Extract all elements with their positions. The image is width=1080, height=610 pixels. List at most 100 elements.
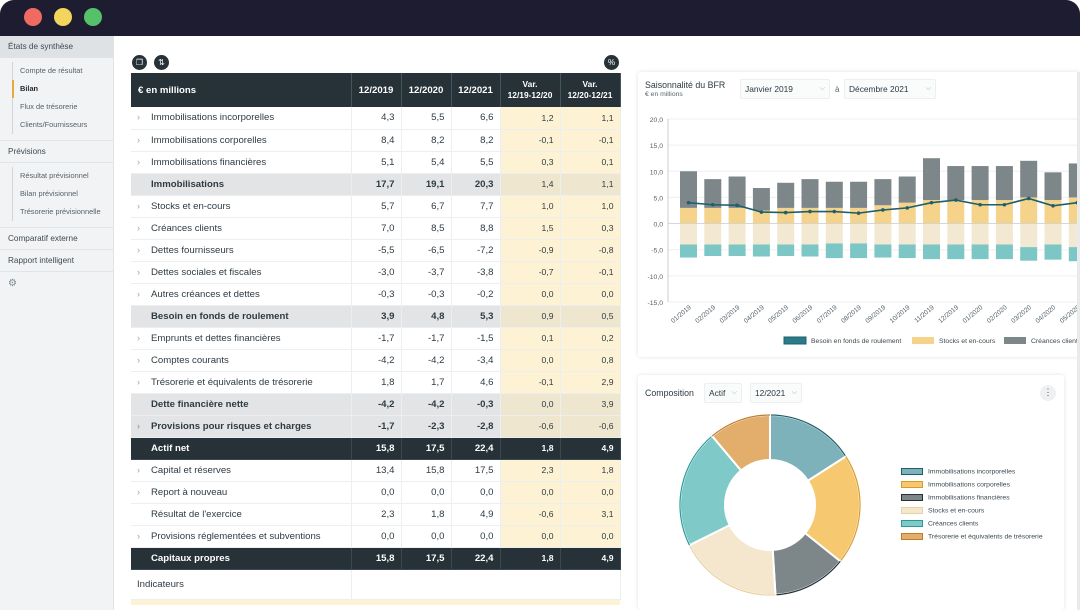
table-row[interactable]: › Créances clients 7,0 8,5 8,8 1,5 0,3 (131, 217, 621, 240)
minimize-window-button[interactable] (54, 8, 72, 26)
copy-icon[interactable]: ❐ (132, 55, 147, 70)
var-range: 12/20-12/21 (567, 90, 613, 100)
header-var-19-20[interactable]: Var. 12/19-12/20 (500, 73, 561, 107)
row-label-cell: Dette financière nette (131, 393, 352, 416)
sidebar-section-previsions[interactable]: Prévisions (0, 141, 113, 163)
legend-item[interactable]: Créances clients (901, 520, 978, 527)
composition-date-select[interactable]: 12/2021 ⌵ (750, 383, 802, 403)
balance-sheet-table: € en millions 12/2019 12/2020 12/2021 Va… (131, 73, 621, 605)
legend-item[interactable]: Immobilisations incorporelles (901, 468, 1015, 475)
settings-gear-icon[interactable]: ⚙ (8, 278, 17, 289)
legend-item[interactable]: Immobilisations corporelles (901, 481, 1010, 488)
table-row[interactable]: › Dettes fournisseurs -5,5 -6,5 -7,2 -0,9 -0,8 (131, 239, 621, 262)
value-cell: 0,0 (351, 525, 402, 548)
table-row[interactable]: › Trésorerie et équivalents de trésorerie… (131, 371, 621, 394)
table-row[interactable]: › Immobilisations incorporelles 4,3 5,5 6,6 1… (131, 107, 621, 130)
x-tick-label: 09/2019 (864, 304, 887, 325)
table-row[interactable]: › Stocks et en-cours 5,7 6,7 7,7 1,0 1,0 (131, 195, 621, 218)
table-row[interactable]: › Provisions réglementées et subventions 0… (131, 525, 621, 548)
chevron-right-icon[interactable]: › (137, 156, 140, 167)
chevron-right-icon[interactable]: › (137, 112, 140, 123)
header-var-20-21[interactable]: Var. 12/20-12/21 (560, 73, 621, 107)
bar-top (923, 158, 940, 201)
sidebar-item-tresorerie-previsionnelle[interactable]: Trésorerie prévisionnelle (12, 203, 113, 221)
sort-icon[interactable]: ⇅ (154, 55, 169, 70)
chevron-right-icon[interactable]: › (137, 288, 140, 299)
legend-label[interactable]: Créances clients (1031, 338, 1080, 345)
header-col-2021[interactable]: 12/2021 (451, 73, 501, 107)
close-window-button[interactable] (24, 8, 42, 26)
sidebar-section-comparatif-externe[interactable]: Comparatif externe (0, 228, 113, 250)
bfr-start-date-select[interactable]: Janvier 2019 ⌵ (740, 79, 830, 99)
value-cell: -1,7 (401, 327, 452, 350)
chevron-right-icon[interactable]: › (137, 222, 140, 233)
sidebar-item-flux-de-tresorerie[interactable]: Flux de trésorerie (12, 98, 113, 116)
percent-icon[interactable]: % (604, 55, 619, 70)
sidebar-section-rapport-intelligent[interactable]: Rapport intelligent (0, 250, 113, 272)
variation-cell: 1,5 (500, 217, 561, 240)
chevron-right-icon[interactable]: › (137, 134, 140, 145)
sidebar-item-clients-fournisseurs[interactable]: Clients/Fournisseurs (12, 116, 113, 134)
value-cell: 15,8 (351, 437, 402, 460)
sidebar-item-resultat-previsionnel[interactable]: Résultat prévisionnel (12, 167, 113, 185)
y-tick-label: 10,0 (650, 169, 663, 176)
variation-cell: 1,4 (500, 173, 561, 196)
value-cell: -3,4 (451, 349, 501, 372)
chevron-right-icon[interactable]: › (137, 486, 140, 497)
sidebar-item-bilan-previsionnel[interactable]: Bilan prévisionnel (12, 185, 113, 203)
table-row[interactable]: › Immobilisations corporelles 8,4 8,2 8,2 -0,… (131, 129, 621, 152)
table-row[interactable]: › Emprunts et dettes financières -1,7 -1,7-… (131, 327, 621, 350)
indicators-row[interactable]: Indicateurs (131, 569, 621, 600)
table-row[interactable]: › Provisions pour risques et charges -1,7-… (131, 415, 621, 438)
table-row[interactable]: › Immobilisations financières 5,1 5,4 5,5 0,3… (131, 151, 621, 174)
chevron-right-icon[interactable]: › (137, 332, 140, 343)
table-row[interactable]: › Report à nouveau 0,0 0,0 0,0 0,0 0,0 (131, 481, 621, 504)
legend-label[interactable]: Besoin en fonds de roulement (811, 338, 901, 345)
table-row[interactable]: › Autres créances et dettes -0,3 -0,3 -0,2 0,… (131, 283, 621, 306)
legend-item[interactable]: Immobilisations financières (901, 494, 1010, 501)
sidebar-item-bilan[interactable]: Bilan (12, 80, 113, 98)
bar-creances (850, 223, 868, 244)
table-row[interactable]: › Dettes sociales et fiscales -3,0 -3,7 -3,8… (131, 261, 621, 284)
value-cell: 2,3 (351, 503, 402, 526)
x-tick-label: 11/2019 (913, 304, 936, 325)
variation-cell: 1,0 (560, 195, 621, 218)
chevron-right-icon[interactable]: › (137, 464, 140, 475)
legend-label[interactable]: Stocks et en-cours (939, 338, 996, 345)
value-cell: 17,5 (401, 547, 452, 570)
bar-creances (825, 223, 843, 244)
legend-item[interactable]: Stocks et en-cours (901, 507, 984, 514)
legend-item[interactable]: Trésorerie et équivalents de trésorerie (901, 533, 1043, 540)
bar-dettes (704, 244, 722, 256)
chevron-right-icon[interactable]: › (137, 376, 140, 387)
composition-side-select[interactable]: Actif ⌵ (704, 383, 742, 403)
x-tick-label: 04/2019 (743, 304, 766, 325)
y-tick-label: -10,0 (648, 274, 664, 281)
bfr-end-date-select[interactable]: Décembre 2021 ⌵ (844, 79, 936, 99)
bfr-point (808, 209, 812, 214)
chevron-right-icon[interactable]: › (137, 200, 140, 211)
sidebar-item-compte-de-resultat[interactable]: Compte de résultat (12, 62, 113, 80)
chevron-right-icon[interactable]: › (137, 266, 140, 277)
sidebar-section-etats-de-synthese[interactable]: États de synthèse (0, 36, 113, 58)
header-col-2019[interactable]: 12/2019 (351, 73, 402, 107)
chevron-right-icon[interactable]: › (137, 244, 140, 255)
chevron-right-icon[interactable]: › (137, 530, 140, 541)
chevron-right-icon[interactable]: › (137, 420, 140, 431)
var-range: 12/19-12/20 (507, 90, 553, 100)
legend-swatch (783, 336, 807, 345)
more-vertical-icon[interactable]: ⋮ (1040, 385, 1056, 401)
header-col-2020[interactable]: 12/2020 (401, 73, 452, 107)
chevron-down-icon: ⌵ (731, 389, 737, 396)
table-row[interactable]: › Capital et réserves 13,4 15,8 17,5 2,3 1,8 (131, 459, 621, 482)
chevron-right-icon[interactable]: › (137, 354, 140, 365)
value-cell: 8,5 (401, 217, 452, 240)
x-tick-label: 03/2019 (719, 304, 742, 325)
value-cell: 1,8 (351, 371, 402, 394)
value-cell: 1,7 (401, 371, 452, 394)
bfr-point (929, 200, 934, 205)
table-row[interactable]: › Comptes courants -4,2 -4,2 -3,4 0,0 0,8 (131, 349, 621, 372)
row-label: Immobilisations incorporelles (151, 112, 275, 124)
bfr-card-title: Saisonnalité du BFR (645, 80, 726, 90)
maximize-window-button[interactable] (84, 8, 102, 26)
